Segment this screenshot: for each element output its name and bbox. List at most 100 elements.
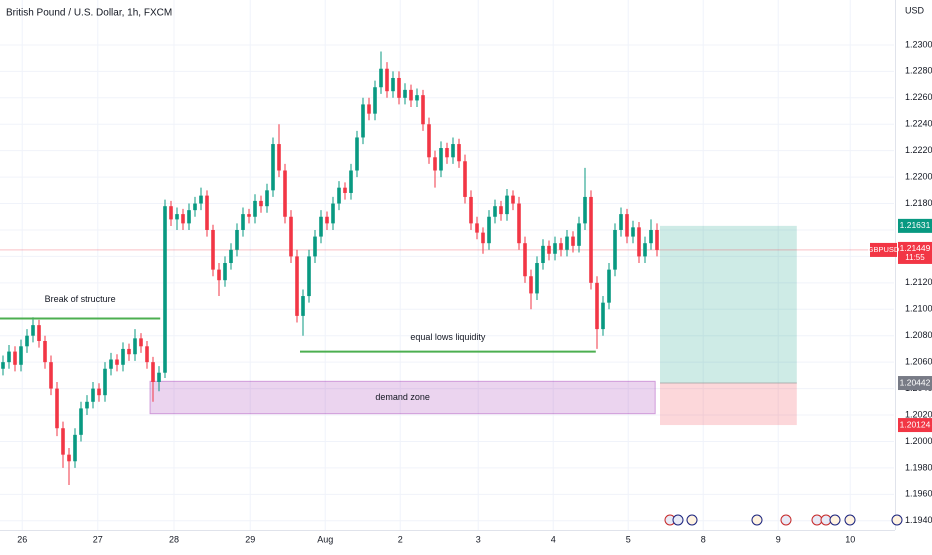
candle-body: [601, 302, 605, 330]
candle-body: [289, 216, 293, 257]
stop-tag-bg: [898, 418, 932, 433]
event-icon[interactable]: [780, 514, 792, 526]
candle-body: [343, 187, 347, 193]
candle-body: [559, 243, 563, 250]
candle-body: [631, 227, 635, 237]
candle-body: [445, 148, 449, 158]
event-icon[interactable]: [844, 514, 856, 526]
candle-body: [55, 388, 59, 429]
y-tick-label: 1.19600: [905, 489, 932, 499]
candle-body: [439, 148, 443, 171]
candle-body: [139, 338, 143, 347]
candle-body: [109, 359, 113, 369]
candle-body: [25, 335, 29, 347]
event-icon[interactable]: [891, 514, 903, 526]
x-tick-label: 2: [398, 534, 403, 544]
candle-body: [313, 236, 317, 257]
candle-body: [613, 229, 617, 270]
candle-body: [391, 77, 395, 92]
candle-body: [43, 340, 47, 363]
candle-body: [379, 68, 383, 88]
candle-body: [535, 263, 539, 294]
candle-body: [541, 245, 545, 264]
event-icon[interactable]: [751, 514, 763, 526]
target-zone: [660, 225, 797, 384]
candle-body: [349, 170, 353, 193]
candle-body: [85, 401, 89, 409]
candle-body: [151, 362, 155, 382]
countdown: 11:55: [905, 253, 925, 262]
x-tick-label: 5: [626, 534, 631, 544]
symbol-tag-bg: [870, 242, 897, 257]
y-tick-label: 1.20200: [905, 409, 932, 419]
candle-body: [529, 276, 533, 294]
y-tick-label: 1.19400: [905, 515, 932, 525]
candle-body: [421, 95, 425, 125]
candle-body: [247, 214, 251, 217]
candle-body: [211, 229, 215, 270]
candle-body: [79, 408, 83, 435]
event-icon[interactable]: [829, 514, 841, 526]
candle-body: [553, 243, 557, 254]
candle-body: [253, 200, 257, 217]
candle-body: [163, 206, 167, 373]
candle-body: [97, 388, 101, 396]
candle-body: [433, 157, 437, 171]
symbol-tag: GBPUSD: [868, 245, 900, 254]
candle-body: [643, 243, 647, 257]
event-icon[interactable]: [672, 514, 684, 526]
candle-body: [487, 216, 491, 244]
candle-body: [583, 196, 587, 224]
candle-body: [325, 216, 329, 224]
candle-body: [19, 346, 23, 365]
candle-body: [61, 428, 65, 455]
event-icons: [664, 514, 903, 526]
y-tick-label: 1.21200: [905, 277, 932, 287]
candle-body: [217, 269, 221, 281]
candle-body: [181, 214, 185, 224]
x-tick-label: 26: [17, 534, 27, 544]
candle-body: [481, 232, 485, 244]
candle-body: [205, 195, 209, 230]
candle-body: [607, 269, 611, 303]
y-tick-label: 1.21000: [905, 304, 932, 314]
candle-body: [223, 263, 227, 281]
candle-body: [373, 87, 377, 114]
candle-body: [229, 249, 233, 264]
candle-body: [463, 161, 467, 197]
x-tick-label: Aug: [317, 534, 333, 544]
candle-body: [451, 144, 455, 158]
candle-body: [199, 195, 203, 204]
candle-body: [337, 187, 341, 204]
candle-body: [73, 434, 77, 462]
candle-body: [319, 216, 323, 237]
candle-body: [649, 229, 653, 244]
candle-body: [619, 214, 623, 230]
candle-body: [67, 454, 71, 462]
candle-body: [283, 170, 287, 217]
candle-body: [547, 245, 551, 254]
y-tick-label: 1.22000: [905, 171, 932, 181]
candle-body: [271, 144, 275, 191]
candle-body: [469, 196, 473, 224]
y-tick-label: 1.22800: [905, 66, 932, 76]
candle-body: [577, 223, 581, 246]
candle-body: [511, 195, 515, 204]
y-tick-label: 1.22400: [905, 119, 932, 129]
candle-body: [637, 227, 641, 257]
last-price-tag-bg: [898, 241, 932, 264]
y-tick-label: 1.22200: [905, 145, 932, 155]
candle-body: [427, 124, 431, 158]
event-icon[interactable]: [686, 514, 698, 526]
candle-body: [595, 282, 599, 330]
y-tick-label: 1.20800: [905, 330, 932, 340]
candle-body: [589, 196, 593, 283]
candle-body: [115, 359, 119, 365]
candle-body: [385, 68, 389, 92]
candle-body: [367, 104, 371, 114]
candle-body: [625, 214, 629, 237]
candle-body: [187, 210, 191, 224]
stop-tag: 1.20124: [900, 419, 931, 429]
